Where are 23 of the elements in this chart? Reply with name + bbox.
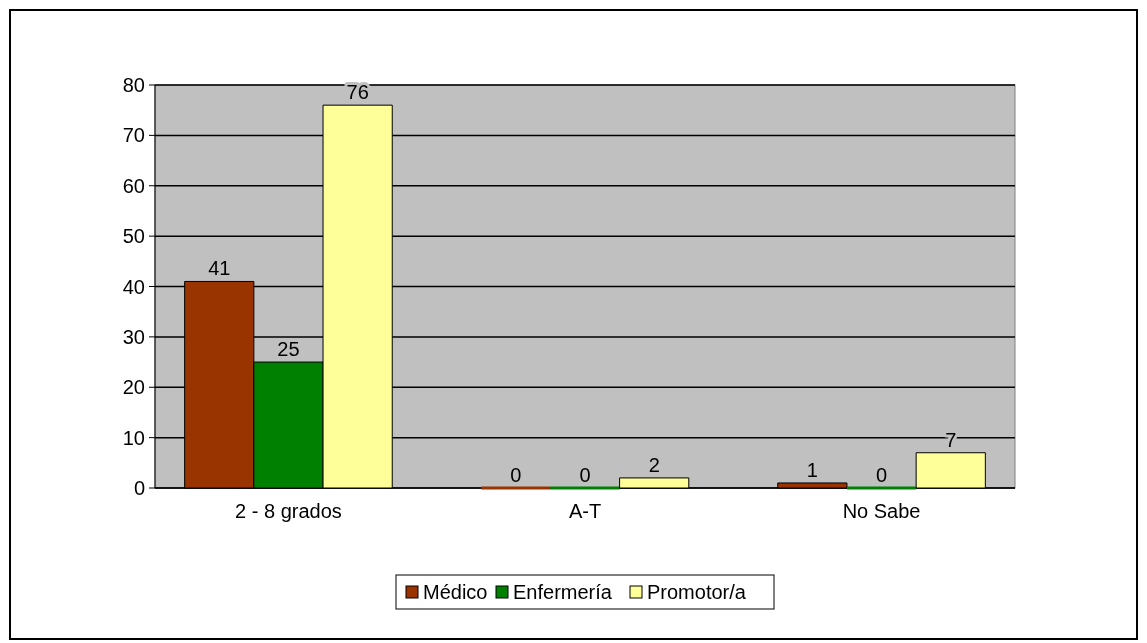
data-label: 2 <box>648 453 660 476</box>
data-label: 0 <box>579 464 591 486</box>
legend-label: Promotor/a <box>647 581 747 603</box>
x-tick-label: 2 - 8 grados <box>235 500 342 522</box>
data-label: 0 <box>875 464 888 486</box>
x-tick-label: No Sabe <box>842 500 921 522</box>
legend-label: Enfermería <box>513 581 613 603</box>
data-label: 76 <box>346 81 369 104</box>
data-label: 1 <box>806 458 818 481</box>
data-label: 25 <box>277 338 300 361</box>
y-tick-label: 80 <box>122 74 145 96</box>
y-tick-label: 0 <box>133 477 145 499</box>
legend-label: Médico <box>423 581 488 603</box>
x-tick-label: A-T <box>568 500 602 522</box>
y-tick-label: 60 <box>122 174 145 197</box>
y-tick-label: 50 <box>122 225 145 248</box>
y-tick-label: 40 <box>122 275 145 298</box>
y-tick-label: 20 <box>122 376 145 399</box>
data-label: 0 <box>510 464 522 486</box>
data-label: 41 <box>208 257 231 280</box>
y-tick-label: 30 <box>122 325 145 348</box>
y-tick-label: 70 <box>122 124 145 147</box>
y-tick-label: 10 <box>122 426 145 449</box>
